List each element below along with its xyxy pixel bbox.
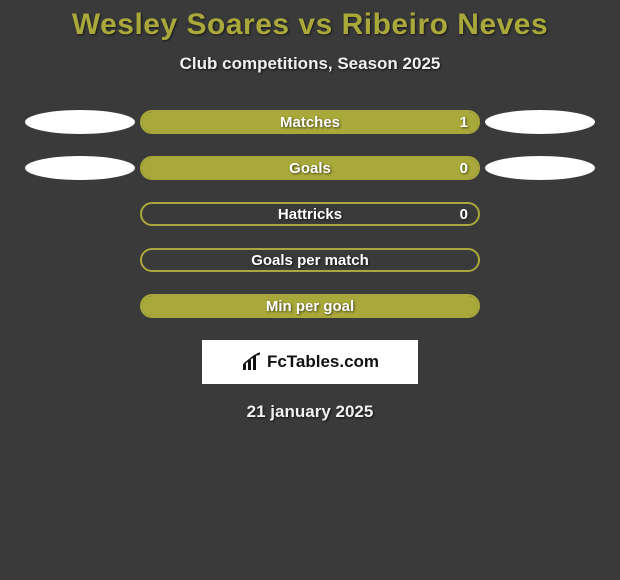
stat-label: Goals per match [142,250,478,270]
right-ellipse [485,156,595,180]
brand-badge: FcTables.com [202,340,418,384]
stat-value: 0 [460,204,468,224]
stat-row: Min per goal [0,294,620,318]
stat-bar: Hattricks0 [140,202,480,226]
stat-bar: Matches1 [140,110,480,134]
date-label: 21 january 2025 [0,402,620,422]
right-ellipse [485,110,595,134]
stat-label: Hattricks [142,204,478,224]
stat-label: Goals [142,158,478,178]
left-ellipse-slot [20,156,140,180]
stat-rows: Matches1Goals0Hattricks0Goals per matchM… [0,110,620,318]
stat-row: Goals0 [0,156,620,180]
stat-bar: Goals per match [140,248,480,272]
stat-bar: Min per goal [140,294,480,318]
stat-row: Hattricks0 [0,202,620,226]
subtitle: Club competitions, Season 2025 [0,54,620,74]
stat-label: Matches [142,112,478,132]
left-ellipse [25,110,135,134]
brand-chart-icon [241,352,263,372]
brand-text: FcTables.com [267,352,379,372]
stat-bar: Goals0 [140,156,480,180]
stat-row: Goals per match [0,248,620,272]
left-ellipse-slot [20,110,140,134]
page-title: Wesley Soares vs Ribeiro Neves [0,8,620,42]
stat-value: 0 [460,158,468,178]
right-ellipse-slot [480,110,600,134]
left-ellipse [25,156,135,180]
stat-value: 1 [460,112,468,132]
comparison-card: Wesley Soares vs Ribeiro Neves Club comp… [0,0,620,422]
stat-label: Min per goal [142,296,478,316]
stat-row: Matches1 [0,110,620,134]
right-ellipse-slot [480,156,600,180]
